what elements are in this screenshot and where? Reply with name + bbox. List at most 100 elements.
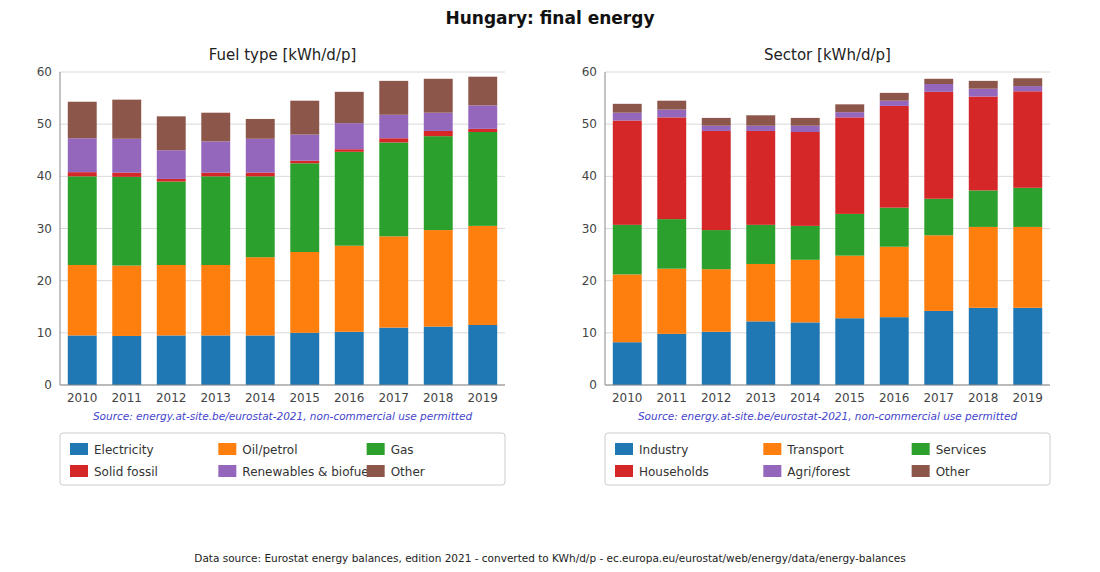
legend-entry: Services xyxy=(936,443,987,457)
bar-segment xyxy=(880,93,909,101)
bar-segment xyxy=(746,264,775,321)
bar-segment xyxy=(880,317,909,385)
bar-segment xyxy=(613,113,642,121)
bar-segment xyxy=(746,126,775,131)
bar-segment xyxy=(835,112,864,117)
bar-segment xyxy=(613,274,642,342)
y-tick-label: 10 xyxy=(582,326,597,340)
legend-entry: Solid fossil xyxy=(94,465,158,479)
y-tick-label: 60 xyxy=(37,65,52,79)
bar-segment xyxy=(290,252,319,333)
bar-segment xyxy=(969,227,998,308)
bar-segment xyxy=(157,179,186,182)
legend-entry: Households xyxy=(639,465,709,479)
chart: Sector [kWh/d/p]010203040506020102011201… xyxy=(582,46,1050,485)
bar-segment xyxy=(201,113,230,142)
x-tick-label: 2010 xyxy=(67,391,98,405)
bar-segment xyxy=(68,172,97,176)
bar-segment xyxy=(880,208,909,247)
bar-segment xyxy=(246,257,275,335)
legend-swatch xyxy=(218,443,236,455)
bar-segment xyxy=(335,149,364,152)
bar-segment xyxy=(290,161,319,164)
legend: IndustryTransportServicesHouseholdsAgri/… xyxy=(605,433,1050,485)
legend-frame xyxy=(605,433,1050,485)
bar-segment xyxy=(424,79,453,113)
y-tick-label: 60 xyxy=(582,65,597,79)
source-note: Source: energy.at-site.be/eurostat-2021,… xyxy=(638,410,1017,422)
bar-segment xyxy=(112,173,141,177)
y-tick-label: 40 xyxy=(37,169,52,183)
bar-segment xyxy=(68,335,97,385)
y-tick-label: 30 xyxy=(582,222,597,236)
bar-segment xyxy=(246,173,275,177)
bar-segment xyxy=(201,173,230,177)
bar-segment xyxy=(246,176,275,257)
bar-segment xyxy=(835,214,864,256)
bar-segment xyxy=(379,142,408,236)
bar-segment xyxy=(201,335,230,385)
bar-segment xyxy=(746,321,775,385)
bar-segment xyxy=(1013,227,1042,308)
bar-segment xyxy=(201,141,230,172)
bar-segment xyxy=(335,123,364,149)
bar-segment xyxy=(746,225,775,264)
bar-segment xyxy=(290,163,319,252)
grid-line xyxy=(60,72,505,73)
legend-entry: Electricity xyxy=(94,443,154,457)
bar-segment xyxy=(657,117,686,219)
bar-segment xyxy=(613,121,642,225)
bar-segment xyxy=(335,92,364,123)
bar-segment xyxy=(702,131,731,230)
bar-segment xyxy=(924,235,953,311)
legend-swatch xyxy=(912,465,930,477)
grid-line xyxy=(605,72,1050,73)
bar-segment xyxy=(468,325,497,385)
bar-segment xyxy=(68,102,97,139)
x-tick-label: 2017 xyxy=(378,391,409,405)
bar-segment xyxy=(791,260,820,323)
y-tick-label: 50 xyxy=(37,117,52,131)
bar-segment xyxy=(379,328,408,385)
x-axis-line xyxy=(605,385,1050,386)
bar-segment xyxy=(468,132,497,226)
bar-segment xyxy=(657,334,686,385)
bar-segment xyxy=(969,97,998,191)
bar-segment xyxy=(613,342,642,385)
legend-frame xyxy=(60,433,505,485)
bar-segment xyxy=(157,335,186,385)
bar-segment xyxy=(157,265,186,335)
figure: Hungary: final energyData source: Eurost… xyxy=(0,0,1100,572)
bar-segment xyxy=(468,105,497,128)
bars xyxy=(613,78,1042,385)
bar-segment xyxy=(1013,308,1042,385)
background xyxy=(0,0,1100,572)
bar-segment xyxy=(791,118,820,126)
bar-segment xyxy=(290,101,319,135)
bar-segment xyxy=(613,225,642,275)
bar-segment xyxy=(468,226,497,325)
figure-title: Hungary: final energy xyxy=(446,8,655,28)
bar-segment xyxy=(791,226,820,260)
bar-segment xyxy=(290,135,319,161)
bar-segment xyxy=(246,119,275,139)
chart-title: Fuel type [kWh/d/p] xyxy=(209,46,357,64)
bar-segment xyxy=(246,335,275,385)
x-tick-label: 2015 xyxy=(834,391,865,405)
x-tick-label: 2016 xyxy=(334,391,365,405)
bar-segment xyxy=(791,126,820,132)
bar-segment xyxy=(112,266,141,336)
legend-swatch xyxy=(70,465,88,477)
x-tick-label: 2019 xyxy=(1012,391,1043,405)
bar-segment xyxy=(880,101,909,106)
legend-swatch xyxy=(615,443,633,455)
bar-segment xyxy=(112,139,141,173)
bar-segment xyxy=(657,269,686,334)
grid-line xyxy=(60,385,505,386)
bar-segment xyxy=(969,308,998,385)
legend-swatch xyxy=(615,465,633,477)
x-tick-label: 2018 xyxy=(968,391,999,405)
bar-segment xyxy=(201,265,230,335)
bar-segment xyxy=(924,84,953,92)
grid-line xyxy=(605,385,1050,386)
